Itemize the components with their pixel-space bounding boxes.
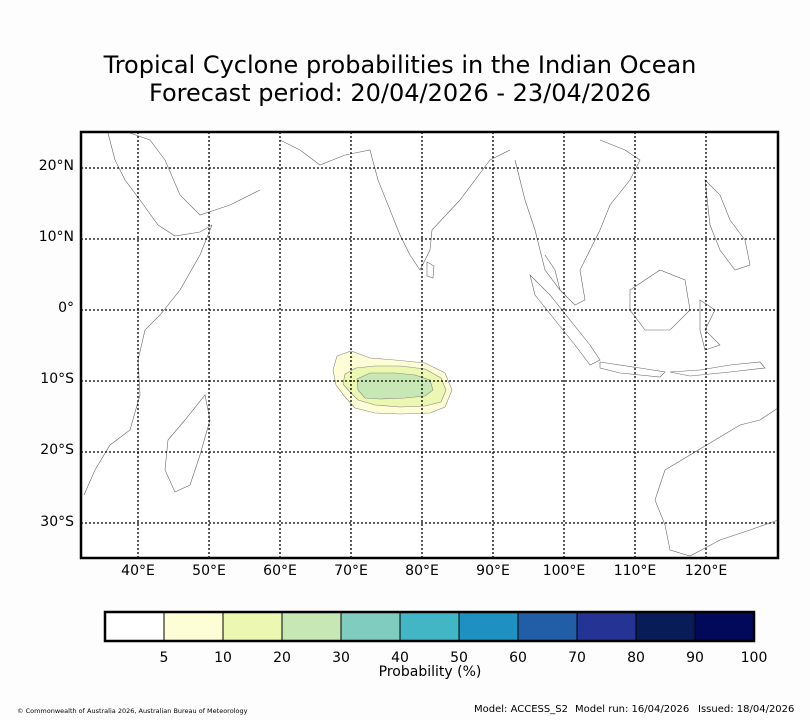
coast-borneo: [629, 269, 691, 331]
lat-label-10n: 10°N: [38, 229, 74, 245]
colorbar-swatch: [399, 611, 460, 642]
coast-philippines: [704, 179, 751, 271]
colorbar-border: [103, 610, 756, 643]
coast-arabia-africa-horn: [107, 132, 213, 237]
colorbar-swatch: [281, 611, 342, 642]
colorbar: [103, 610, 756, 643]
map-gridlines: [81, 132, 778, 558]
coast-sri-lanka: [426, 261, 435, 279]
colorbar-tick: 100: [740, 650, 768, 666]
lon-label-40e: 40°E: [121, 563, 155, 579]
coast-sumatra: [529, 274, 601, 366]
colorbar-swatch: [104, 611, 165, 642]
coast-lesser-sunda: [669, 361, 766, 377]
colorbar-tick: 80: [627, 650, 645, 666]
lat-label-10s: 10°S: [40, 371, 74, 387]
coast-malay: [544, 254, 561, 291]
lon-label-100e: 100°E: [542, 563, 586, 579]
coast-madagascar: [164, 394, 211, 493]
title-line-2: Forecast period: 20/04/2026 - 23/04/2026: [149, 79, 651, 107]
lon-label-120e: 120°E: [684, 563, 728, 579]
issued-date: Issued: 18/04/2026: [698, 704, 795, 715]
colorbar-tick: 5: [159, 650, 169, 666]
coast-arabia: [129, 132, 261, 216]
model-run-date: Model run: 16/04/2026: [575, 704, 690, 715]
coast-australia: [654, 407, 779, 557]
coast-java: [599, 361, 666, 378]
copyright-text: © Commonwealth of Australia 2026, Austra…: [17, 707, 248, 715]
colorbar-tick: 60: [509, 650, 527, 666]
lat-label-20n: 20°N: [38, 158, 74, 174]
colorbar-swatch: [340, 611, 401, 642]
lat-label-30s: 30°S: [40, 514, 74, 530]
colorbar-swatch: [635, 611, 696, 642]
colorbar-swatch: [222, 611, 283, 642]
map-border: [79, 130, 780, 560]
colorbar-swatch: [517, 611, 578, 642]
lon-label-50e: 50°E: [192, 563, 226, 579]
map-frame: [81, 132, 778, 558]
title-line-1: Tropical Cyclone probabilities in the In…: [103, 51, 697, 79]
lon-label-110e: 110°E: [613, 563, 657, 579]
lat-label-20s: 20°S: [40, 442, 74, 458]
colorbar-label: Probability (%): [378, 664, 482, 680]
lon-label-70e: 70°E: [334, 563, 368, 579]
colorbar-tick: 30: [332, 650, 350, 666]
colorbar-swatch: [694, 611, 755, 642]
colorbar-swatch: [458, 611, 519, 642]
colorbar-tick: 40: [391, 650, 409, 666]
colorbar-tick: 90: [686, 650, 704, 666]
lon-label-80e: 80°E: [405, 563, 439, 579]
colorbar-swatch: [163, 611, 224, 642]
coast-southeast-asia: [514, 139, 641, 306]
colorbar-tick: 70: [568, 650, 586, 666]
colorbar-tick: 20: [273, 650, 291, 666]
lat-label-0: 0°: [58, 300, 74, 316]
prob-contour-20: [356, 372, 434, 400]
colorbar-tick: 10: [214, 650, 232, 666]
lon-label-90e: 90°E: [476, 563, 510, 579]
colorbar-swatch: [576, 611, 637, 642]
model-name: Model: ACCESS_S2: [474, 704, 568, 715]
colorbar-tick: 50: [450, 650, 468, 666]
lon-label-60e: 60°E: [263, 563, 297, 579]
probability-region: [332, 350, 453, 415]
coast-india: [279, 139, 511, 271]
